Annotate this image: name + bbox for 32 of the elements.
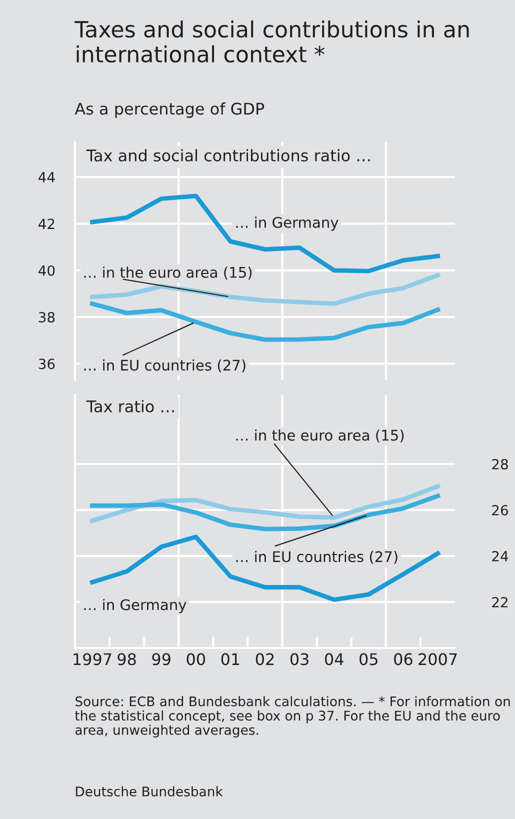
text: Deutsche Bundesbank <box>76 786 223 796</box>
source-note: Source: ECB and Bundesbank calculations. — * For information on the statistical concept, see box on p 37. For the EU and the euro area, unweighted averages. <box>75 696 510 738</box>
series-label: … in EU countries (27) <box>84 359 246 372</box>
chart-title: Taxes and social contributions in an international context * <box>74 20 469 63</box>
chart-subtitle: As a percentage of GDP <box>74 102 264 118</box>
y-tick-label: 24 <box>492 550 508 562</box>
series-label: … in EU countries (27) <box>236 550 398 564</box>
series-label: … in Germany <box>236 216 338 231</box>
y-tick-label: 40 <box>38 265 55 276</box>
x-tick-label: 99 <box>152 653 170 666</box>
x-tick-label: 06 <box>394 653 412 666</box>
series-label: … in the euro area (15) <box>84 266 252 280</box>
x-tick-label: 98 <box>118 653 136 666</box>
x-tick-label: 04 <box>325 653 344 666</box>
x-tick-label: 00 <box>186 653 206 666</box>
x-tick-label: 02 <box>256 653 274 666</box>
x-tick-label: 01 <box>221 653 240 666</box>
y-tick-label: 42 <box>38 218 54 229</box>
x-tick-label: 05 <box>360 653 378 666</box>
x-tick-label: 2007 <box>418 653 457 666</box>
text: … in the euro area (15) <box>236 429 404 442</box>
x-tick-label: 1997 <box>74 653 112 666</box>
chart-title: Tax ratio … <box>86 400 174 412</box>
y-tick-label: 28 <box>492 458 508 470</box>
y-tick-label: 44 <box>38 172 55 182</box>
series-label: … in Germany <box>84 598 186 614</box>
y-tick-label: 26 <box>492 504 508 516</box>
x-tick-label: 03 <box>290 653 308 666</box>
y-tick-label: 22 <box>492 596 508 608</box>
y-tick-label: 38 <box>38 312 55 322</box>
y-tick-label: 36 <box>38 358 55 370</box>
annotation: Tax and social contributions ratio … <box>86 149 370 162</box>
